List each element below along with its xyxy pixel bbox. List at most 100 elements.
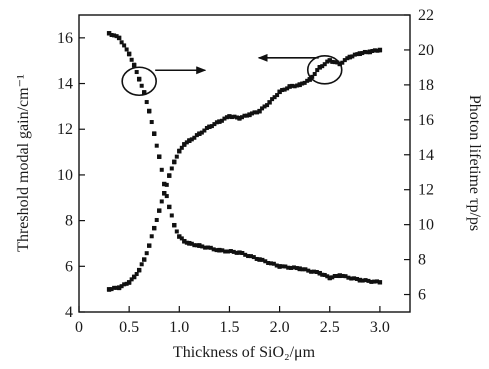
data-marker (209, 124, 214, 129)
data-marker (260, 106, 265, 111)
data-marker (184, 240, 189, 245)
data-marker (107, 287, 112, 292)
data-marker (124, 47, 129, 52)
data-marker (255, 110, 260, 115)
data-marker (335, 60, 340, 65)
data-marker (107, 31, 112, 36)
data-marker (243, 252, 248, 257)
data-marker (300, 267, 305, 272)
data-marker (262, 104, 267, 109)
data-marker (269, 261, 274, 266)
data-marker (282, 87, 287, 92)
data-marker (139, 262, 144, 267)
data-marker (260, 257, 265, 262)
data-marker (267, 100, 272, 105)
data-marker (192, 243, 197, 248)
data-marker (214, 120, 219, 125)
data-marker (377, 48, 382, 53)
data-marker (294, 266, 299, 271)
data-marker (257, 257, 262, 262)
data-marker (291, 265, 296, 270)
data-marker (114, 285, 119, 290)
data-marker (266, 260, 271, 265)
data-marker (228, 249, 233, 254)
y-left-tick-label: 12 (57, 121, 73, 138)
data-marker (179, 236, 184, 241)
x-tick-label: 1.0 (169, 319, 189, 336)
data-marker (204, 125, 209, 130)
data-marker (327, 58, 332, 63)
data-marker (224, 115, 229, 120)
data-marker (159, 167, 164, 172)
data-marker (202, 128, 207, 133)
data-marker (114, 34, 119, 39)
data-marker (134, 272, 139, 277)
data-marker (317, 65, 322, 70)
data-marker (292, 84, 297, 89)
data-marker (369, 279, 374, 284)
y-axis-right-label: Photon lifetime τp/ps (466, 95, 483, 231)
data-marker (337, 274, 342, 279)
ticks-layer: 0 0.5 1.0 1.5 2.0 2.5 3.0 4 6 8 10 12 14 16 6 8 10 12 14 16… (57, 7, 434, 336)
data-marker (167, 204, 172, 209)
data-marker (231, 249, 236, 254)
data-marker (246, 254, 251, 259)
data-marker (117, 36, 122, 41)
data-marker (222, 116, 227, 121)
data-marker (346, 275, 351, 280)
annotation-circle (121, 66, 157, 97)
data-marker (270, 97, 275, 102)
data-marker (152, 131, 157, 136)
data-marker (372, 48, 377, 53)
data-marker (322, 272, 327, 277)
x-tick-label: 0 (75, 319, 83, 336)
data-marker (132, 62, 137, 67)
data-marker (119, 40, 124, 45)
data-marker (205, 245, 210, 250)
annotation-layer (121, 53, 343, 97)
data-marker (277, 89, 282, 94)
data-marker (277, 264, 282, 269)
data-marker (280, 264, 285, 269)
data-marker (147, 243, 152, 248)
data-marker (112, 285, 117, 290)
data-marker (117, 286, 122, 291)
data-marker (208, 245, 213, 250)
data-marker (127, 52, 132, 57)
y-right-tick-label: 18 (418, 77, 434, 94)
data-marker (295, 83, 300, 88)
data-marker (242, 113, 247, 118)
data-marker (179, 145, 184, 150)
data-marker (157, 208, 162, 213)
data-marker (187, 138, 192, 143)
data-marker (200, 244, 205, 249)
data-marker (164, 182, 169, 187)
data-marker (280, 88, 285, 93)
data-marker (310, 74, 315, 79)
data-marker (252, 110, 257, 115)
data-marker (375, 279, 380, 284)
y-axis-left-label: Threshold modal gain/cm⁻¹ (15, 74, 32, 252)
data-marker (247, 113, 252, 118)
data-marker (248, 254, 253, 259)
data-marker (182, 142, 187, 147)
data-marker (137, 268, 142, 273)
data-marker (365, 50, 370, 55)
data-marker (311, 269, 316, 274)
data-marker (174, 229, 179, 234)
data-marker (226, 249, 231, 254)
data-marker (345, 56, 350, 61)
data-marker (314, 269, 319, 274)
data-marker (237, 116, 242, 121)
data-marker (147, 109, 152, 114)
data-marker (154, 143, 159, 148)
y-right-tick-label: 22 (418, 7, 434, 24)
data-marker (315, 68, 320, 73)
data-marker (274, 263, 279, 268)
y-left-tick-label: 16 (57, 30, 73, 47)
data-marker (212, 122, 217, 127)
data-marker (109, 287, 114, 292)
data-marker (312, 72, 317, 77)
data-marker (275, 93, 280, 98)
